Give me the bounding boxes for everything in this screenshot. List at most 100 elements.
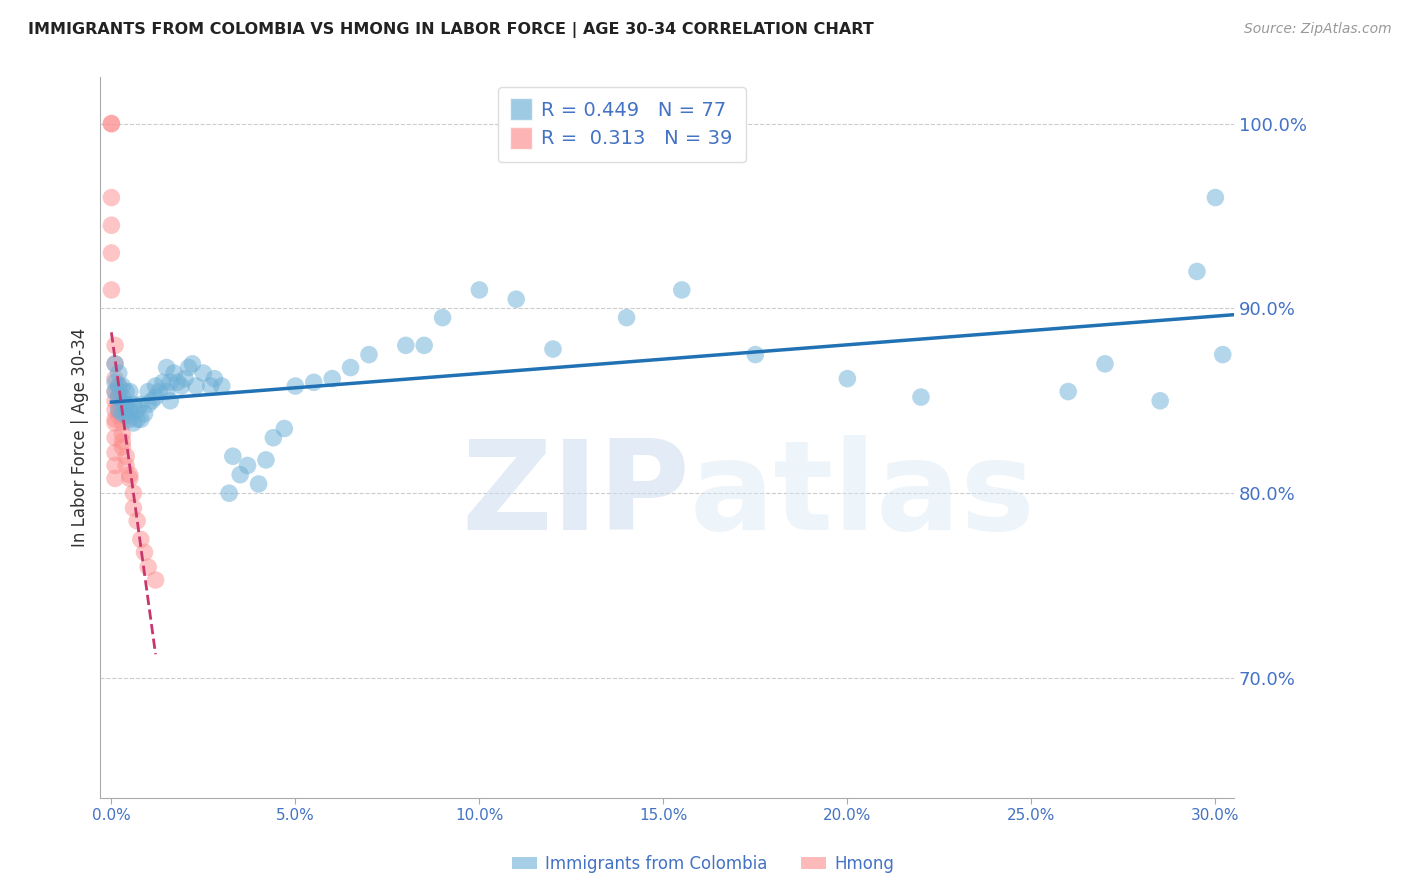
Point <box>127 514 149 528</box>
Point <box>163 366 186 380</box>
Point <box>118 467 141 482</box>
Y-axis label: In Labor Force | Age 30-34: In Labor Force | Age 30-34 <box>72 328 89 548</box>
Legend: R = 0.449   N = 77, R =  0.313   N = 39: R = 0.449 N = 77, R = 0.313 N = 39 <box>498 87 745 162</box>
Point <box>100 283 122 297</box>
Point <box>541 342 564 356</box>
Point <box>284 379 307 393</box>
Point <box>100 117 122 131</box>
Point <box>1204 190 1226 204</box>
Point <box>744 348 766 362</box>
Point <box>107 403 129 417</box>
Point <box>129 533 152 547</box>
Point <box>174 371 197 385</box>
Point <box>107 366 129 380</box>
Point <box>129 397 152 411</box>
Point <box>262 431 284 445</box>
Point <box>111 379 134 393</box>
Point <box>222 449 245 463</box>
Point <box>357 348 380 362</box>
Point <box>104 431 127 445</box>
Point <box>111 440 134 454</box>
Point <box>193 366 215 380</box>
Point <box>104 403 127 417</box>
Point <box>159 376 181 390</box>
Point <box>111 427 134 442</box>
Point <box>229 467 252 482</box>
Point <box>302 376 325 390</box>
Legend: Immigrants from Colombia, Hmong: Immigrants from Colombia, Hmong <box>505 848 901 880</box>
Point <box>505 292 527 306</box>
Point <box>107 390 129 404</box>
Point <box>211 379 233 393</box>
Point <box>155 384 177 399</box>
Point <box>107 390 129 404</box>
Point <box>104 371 127 385</box>
Point <box>155 360 177 375</box>
Point <box>111 390 134 404</box>
Point <box>170 379 193 393</box>
Point <box>100 117 122 131</box>
Point <box>122 416 145 430</box>
Point <box>122 500 145 515</box>
Point <box>204 371 226 385</box>
Point <box>104 357 127 371</box>
Point <box>152 376 174 390</box>
Point <box>129 412 152 426</box>
Point <box>136 560 159 574</box>
Point <box>159 393 181 408</box>
Point <box>339 360 361 375</box>
Point <box>273 421 295 435</box>
Point <box>413 338 436 352</box>
Point <box>100 219 122 233</box>
Point <box>111 416 134 430</box>
Point <box>107 403 129 417</box>
Point <box>200 379 222 393</box>
Point <box>181 357 204 371</box>
Point <box>104 458 127 473</box>
Text: atlas: atlas <box>690 435 1035 556</box>
Point <box>104 471 127 485</box>
Point <box>115 397 138 411</box>
Point <box>107 379 129 393</box>
Point <box>1185 264 1208 278</box>
Point <box>671 283 693 297</box>
Point <box>148 384 170 399</box>
Point <box>236 458 259 473</box>
Point <box>247 477 270 491</box>
Point <box>100 246 122 260</box>
Point <box>104 376 127 390</box>
Point <box>136 397 159 411</box>
Point <box>837 371 859 385</box>
Point <box>1094 357 1116 371</box>
Point <box>115 384 138 399</box>
Point <box>118 412 141 426</box>
Point <box>118 384 141 399</box>
Point <box>910 390 932 404</box>
Point <box>107 409 129 423</box>
Point <box>134 407 156 421</box>
Point <box>321 371 343 385</box>
Point <box>254 453 277 467</box>
Point <box>104 445 127 459</box>
Point <box>468 283 491 297</box>
Point <box>145 390 167 404</box>
Point <box>104 393 127 408</box>
Point <box>104 416 127 430</box>
Point <box>122 397 145 411</box>
Point <box>104 338 127 352</box>
Point <box>145 573 167 587</box>
Point <box>104 357 127 371</box>
Point <box>104 384 127 399</box>
Point <box>218 486 240 500</box>
Point <box>166 376 188 390</box>
Point <box>118 403 141 417</box>
Point <box>616 310 638 325</box>
Point <box>100 190 122 204</box>
Point <box>395 338 418 352</box>
Text: ZIP: ZIP <box>461 435 690 556</box>
Point <box>145 379 167 393</box>
Point <box>111 407 134 421</box>
Point <box>122 486 145 500</box>
Point <box>1057 384 1080 399</box>
Point <box>107 384 129 399</box>
